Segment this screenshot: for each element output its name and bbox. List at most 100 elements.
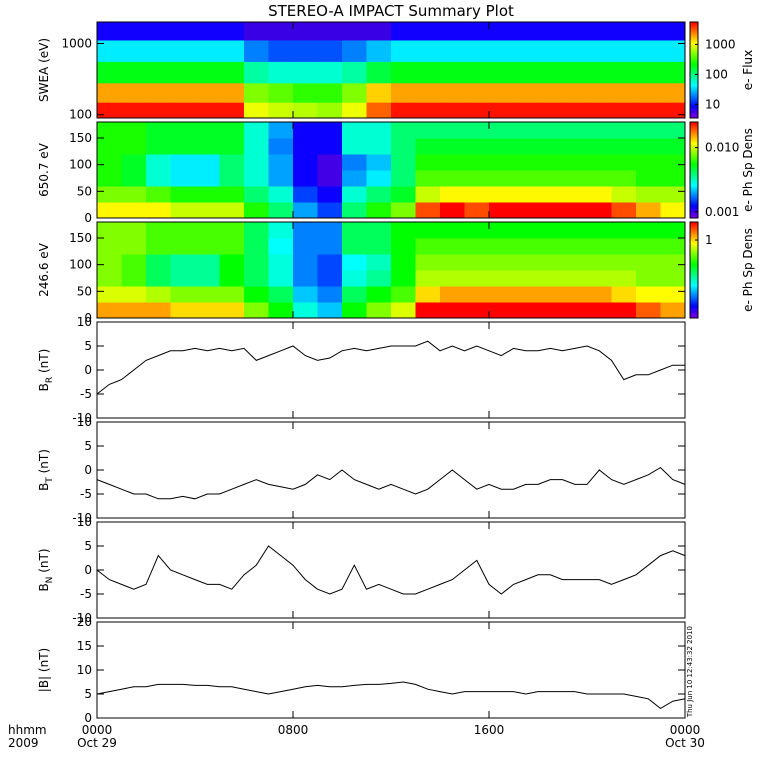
heatmap-cell <box>121 122 147 139</box>
colorbar-segment <box>690 64 698 67</box>
heatmap-cell <box>170 186 196 203</box>
heatmap-cell <box>195 302 220 319</box>
heatmap-cell <box>538 154 563 171</box>
colorbar-segment <box>690 48 698 51</box>
heatmap-cell <box>415 270 441 287</box>
heatmap-cell <box>195 170 220 187</box>
heatmap-cell <box>97 202 122 219</box>
heatmap-cell <box>170 39 196 62</box>
heatmap-cell <box>562 202 588 219</box>
y-tick-label: 150 <box>69 131 92 145</box>
heatmap-cell <box>293 61 318 84</box>
heatmap-cell <box>611 254 637 271</box>
heatmap-cell <box>440 102 465 119</box>
colorbar-segment <box>690 288 698 291</box>
heatmap-cell <box>489 302 514 319</box>
heatmap-cell <box>219 138 245 155</box>
heatmap-cell <box>611 202 637 219</box>
heatmap-cell <box>562 254 588 271</box>
heatmap-cell <box>587 122 612 139</box>
heatmap-cell <box>636 22 661 41</box>
heatmap-cell <box>121 238 147 255</box>
heatmap-cell <box>97 122 122 139</box>
colorbar-segment <box>690 186 698 189</box>
heatmap-cell <box>219 302 245 319</box>
heatmap-cell <box>440 286 465 303</box>
heatmap-cell <box>146 186 171 203</box>
heatmap-cell <box>611 286 637 303</box>
colorbar-segment <box>690 86 698 89</box>
year-label: 2009 <box>8 736 39 750</box>
heatmap-cell <box>611 61 637 84</box>
colorbar-segment <box>690 314 698 317</box>
heatmap-cell <box>146 302 171 319</box>
heatmap-cell <box>366 122 392 139</box>
heatmap-cell <box>244 254 269 271</box>
colorbar-segment <box>690 190 698 193</box>
heatmap-cell <box>219 202 245 219</box>
heatmap-cell <box>293 170 318 187</box>
y-axis-label: BT (nT) <box>37 449 55 491</box>
heatmap-cell <box>366 22 392 41</box>
heatmap-cell <box>317 286 343 303</box>
colorbar-segment <box>690 24 698 27</box>
heatmap-cell <box>538 39 563 62</box>
heatmap-cell <box>170 238 196 255</box>
y-tick-label: 0 <box>84 311 92 325</box>
colorbar-segment <box>690 84 698 87</box>
heatmap-cell <box>464 202 490 219</box>
colorbar-segment <box>690 170 698 173</box>
heatmap-cell <box>170 138 196 155</box>
colorbar-segment <box>690 56 698 59</box>
heatmap-cell <box>366 286 392 303</box>
colorbar-segment <box>690 316 698 319</box>
heatmap-cell <box>391 82 416 103</box>
heatmap-cell <box>464 238 490 255</box>
heatmap-cell <box>391 238 416 255</box>
heatmap-cell <box>415 122 441 139</box>
colorbar-segment <box>690 28 698 31</box>
heatmap-cell <box>317 254 343 271</box>
colorbar-segment <box>690 282 698 285</box>
heatmap-cell <box>195 186 220 203</box>
heatmap-cell <box>660 222 686 239</box>
heatmap-cell <box>391 154 416 171</box>
heatmap-cell <box>317 82 343 103</box>
heatmap-cell <box>97 286 122 303</box>
heatmap-cell <box>513 138 539 155</box>
colorbar-segment <box>690 74 698 77</box>
colorbar-segment <box>690 82 698 85</box>
colorbar-segment <box>690 32 698 35</box>
colorbar-segment <box>690 58 698 61</box>
heatmap-cell <box>195 122 220 139</box>
heatmap-cell <box>195 154 220 171</box>
heatmap-cell <box>293 186 318 203</box>
y-tick-label: 10 <box>77 315 92 329</box>
heatmap-cell <box>244 202 269 219</box>
colorbar-segment <box>690 198 698 201</box>
heatmap-cell <box>660 122 686 139</box>
colorbar-segment <box>690 284 698 287</box>
heatmap-cell <box>317 302 343 319</box>
y-tick-label: 10 <box>77 515 92 529</box>
colorbar-segment <box>690 268 698 271</box>
colorbar-segment <box>690 108 698 111</box>
heatmap-cell <box>219 39 245 62</box>
heatmap-cell <box>293 270 318 287</box>
y-tick-label: 100 <box>69 258 92 272</box>
heatmap-cell <box>293 154 318 171</box>
heatmap-cell <box>440 138 465 155</box>
heatmap-cell <box>121 202 147 219</box>
colorbar-frame <box>689 221 699 319</box>
heatmap-cell <box>538 222 563 239</box>
colorbar-segment <box>690 278 698 281</box>
heatmap-cell <box>464 154 490 171</box>
y-tick-label: 100 <box>69 108 92 122</box>
colorbar-segment <box>690 162 698 165</box>
heatmap-cell <box>97 154 122 171</box>
heatmap-cell <box>391 138 416 155</box>
heatmap-cell <box>660 186 686 203</box>
heatmap-cell <box>415 61 441 84</box>
heatmap-cell <box>121 22 147 41</box>
